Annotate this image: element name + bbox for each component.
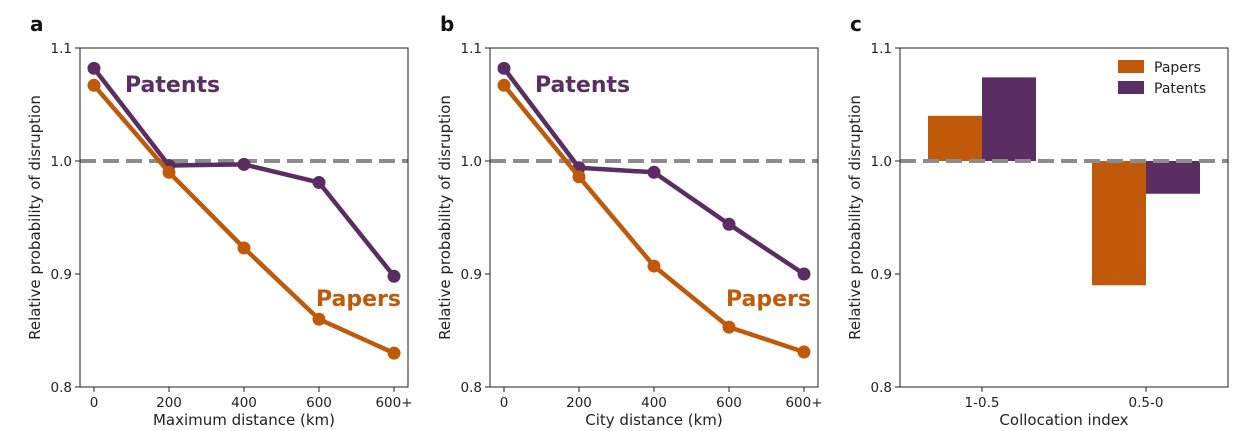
point-patents-600+ [387,269,401,283]
legend-swatch-papers [1118,60,1144,73]
x-tick-label: 200 [156,395,182,411]
series-label-papers: Papers [316,287,401,312]
legend-swatch-patents [1118,81,1144,94]
point-papers-0 [87,78,101,92]
y-axis-title: Relative probability of disruption [846,95,864,340]
y-tick-label: 1.1 [461,41,482,57]
y-axis-title: Relative probability of disruption [26,95,44,340]
bar-patents-1-0.5 [982,77,1036,161]
bar-papers-1-0.5 [928,115,982,161]
point-papers-600+ [797,345,811,359]
bar-papers-0.5-0 [1092,161,1146,286]
point-papers-600+ [387,346,401,360]
y-tick-label: 0.9 [871,267,892,283]
point-patents-600 [722,217,736,231]
plot-frame [489,47,819,388]
y-axis-title: Relative probability of disruption [436,95,454,340]
x-tick-label: 400 [231,395,257,411]
point-patents-600 [312,175,326,189]
point-patents-0 [497,61,511,75]
point-patents-600+ [797,267,811,281]
y-tick-label: 1.0 [461,154,482,170]
x-tick-label: 1-0.5 [965,395,1000,411]
y-tick-label: 1.0 [51,154,72,170]
series-label-patents: Patents [535,73,630,98]
y-tick-label: 0.8 [51,380,72,396]
point-patents-400 [647,165,661,179]
series-label-papers: Papers [726,287,811,312]
bar-patents-0.5-0 [1146,161,1200,194]
x-tick-label: 600 [306,395,332,411]
x-axis-title: Maximum distance (km) [153,411,335,429]
point-patents-400 [237,157,251,171]
point-papers-400 [237,241,251,255]
panel-letter-c: c [850,12,862,36]
point-papers-600 [312,312,326,326]
plot-frame [899,47,1229,388]
plot-frame [79,47,409,388]
x-tick-label: 400 [641,395,667,411]
y-tick-label: 0.8 [871,380,892,396]
legend-label-papers: Papers [1154,60,1201,76]
point-papers-400 [647,259,661,273]
point-papers-0 [497,78,511,92]
x-axis-title: City distance (km) [585,411,723,429]
x-tick-label: 200 [566,395,592,411]
point-papers-200 [162,165,176,179]
point-papers-600 [722,320,736,334]
y-tick-label: 1.1 [871,41,892,57]
y-tick-label: 1.1 [51,41,72,57]
y-tick-label: 0.9 [51,267,72,283]
y-tick-label: 0.9 [461,267,482,283]
point-patents-0 [87,61,101,75]
x-tick-label: 600+ [785,395,822,411]
x-tick-label: 600+ [375,395,412,411]
point-papers-200 [572,170,586,184]
series-label-patents: Patents [125,73,220,98]
panel-letter-b: b [440,12,454,36]
y-tick-label: 0.8 [461,380,482,396]
x-tick-label: 0.5-0 [1129,395,1164,411]
x-tick-label: 0 [500,395,509,411]
x-axis-title: Collocation index [999,411,1128,429]
panel-letter-a: a [30,12,44,36]
x-tick-label: 600 [716,395,742,411]
y-tick-label: 1.0 [871,154,892,170]
x-tick-label: 0 [90,395,99,411]
legend-label-patents: Patents [1154,81,1206,97]
